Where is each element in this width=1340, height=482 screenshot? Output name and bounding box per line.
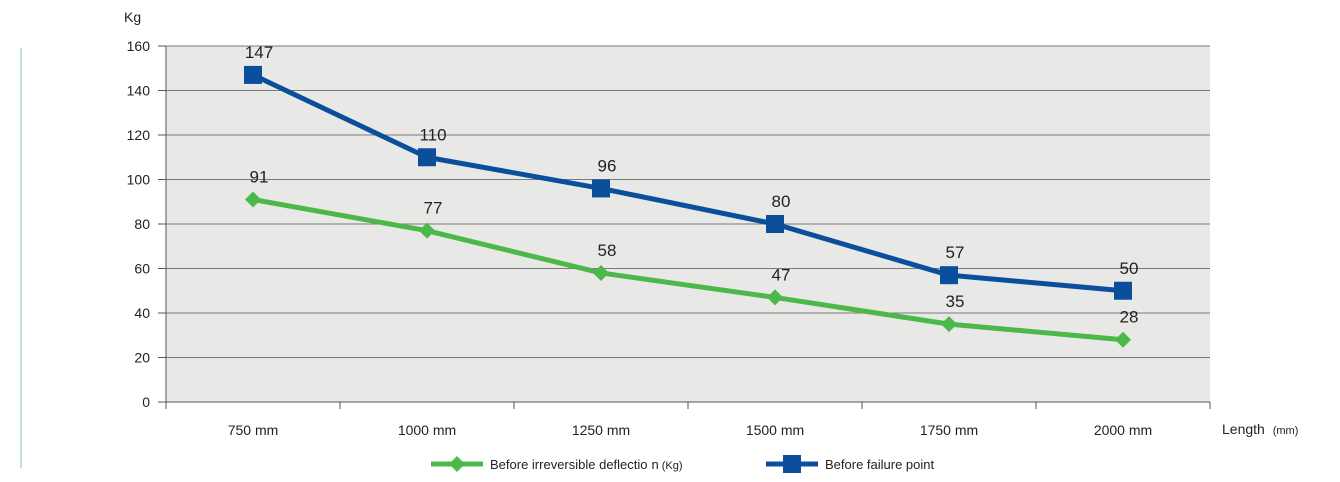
data-label: 91 — [250, 168, 269, 187]
data-point-marker — [418, 148, 436, 167]
data-point-marker — [766, 215, 784, 233]
legend: Before irreversible deflectio n (Kg) Before… — [431, 455, 935, 473]
data-label: 147 — [245, 43, 273, 62]
legend-label: Before irreversible deflectio n (Kg) — [490, 457, 683, 472]
x-tick-label: 750 mm — [228, 422, 279, 438]
gridlines — [166, 45, 1210, 358]
data-label: 77 — [424, 199, 443, 218]
data-label: 35 — [946, 292, 965, 311]
x-axis-ticks: 750 mm 1000 mm 1250 mm 1500 mm 1750 mm 2000 m… — [165, 402, 1211, 438]
legend-label-suffix: n — [652, 457, 659, 472]
data-label: 28 — [1120, 308, 1139, 327]
series-line — [252, 197, 1124, 343]
data-label: 80 — [772, 192, 791, 211]
data-point-marker — [592, 179, 610, 198]
y-tick-label: 20 — [134, 350, 150, 366]
legend-swatch-marker — [783, 455, 801, 473]
legend-item-1: Before failure point — [766, 455, 935, 473]
data-point-marker — [767, 289, 783, 306]
series-line — [251, 72, 1124, 294]
y-tick-label: 140 — [127, 83, 151, 99]
data-point-marker — [593, 264, 609, 281]
data-label: 110 — [419, 125, 446, 144]
data-point-marker — [419, 222, 435, 239]
x-tick-label: 1500 mm — [746, 422, 804, 438]
y-axis-title: Kg — [124, 9, 141, 25]
series-0: 91 77 58 47 35 28 — [245, 168, 1138, 348]
x-axis-title-text: Length — [1222, 421, 1265, 437]
legend-label-unit: (Kg) — [662, 460, 683, 472]
x-tick-label: 1000 mm — [398, 422, 456, 438]
x-tick-label: 2000 mm — [1094, 422, 1152, 438]
data-label: 50 — [1120, 259, 1139, 278]
y-tick-label: 100 — [127, 172, 151, 188]
x-axis-title-unit: (mm) — [1273, 425, 1299, 437]
legend-item-0: Before irreversible deflectio n (Kg) — [431, 456, 683, 472]
data-point-marker — [244, 65, 262, 84]
legend-swatch-marker — [449, 456, 465, 472]
x-axis-title: Length (mm) — [1222, 421, 1298, 437]
left-border-line — [20, 48, 22, 468]
data-point-marker — [1115, 331, 1131, 348]
y-tick-label: 120 — [127, 127, 151, 143]
data-point-marker — [1114, 281, 1132, 300]
data-point-marker — [245, 191, 261, 208]
data-point-marker — [940, 266, 958, 285]
data-label: 96 — [598, 156, 617, 175]
data-label: 58 — [598, 241, 617, 260]
y-tick-label: 60 — [134, 261, 150, 277]
series-1: 147 110 96 80 57 50 — [244, 43, 1138, 300]
data-point-marker — [941, 316, 957, 333]
data-label: 47 — [772, 265, 791, 284]
series-group: 91 77 58 47 35 28 147 110 96 80 57 50 — [244, 43, 1138, 348]
y-tick-label: 160 — [127, 38, 151, 54]
y-tick-label: 80 — [134, 216, 150, 232]
y-axis-ticks: 0 20 40 60 80 100 120 140 160 — [127, 38, 166, 410]
y-tick-label: 40 — [134, 305, 150, 321]
data-label: 57 — [946, 243, 965, 262]
x-tick-label: 1250 mm — [572, 422, 630, 438]
y-tick-label: 0 — [142, 394, 150, 410]
x-tick-label: 1750 mm — [920, 422, 978, 438]
legend-label: Before failure point — [825, 457, 935, 472]
